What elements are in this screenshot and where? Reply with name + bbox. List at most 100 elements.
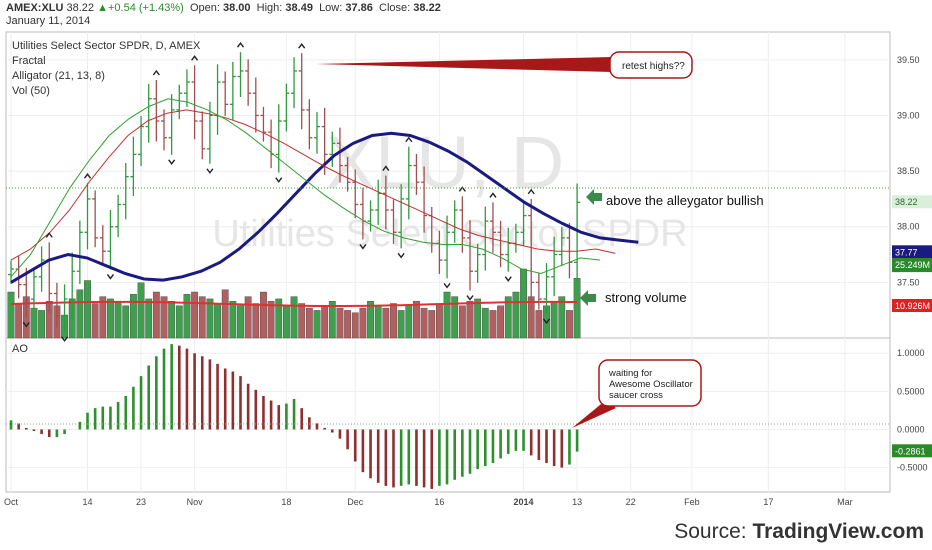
ao-callout[interactable]	[598, 359, 702, 407]
volume-bar	[305, 307, 313, 339]
high-value: 38.49	[285, 2, 313, 14]
ohlc-bar	[229, 61, 236, 121]
fractal-down-marker	[397, 252, 405, 259]
last-price: 38.22	[66, 2, 95, 14]
volume-bar	[520, 268, 527, 339]
volume-bar	[573, 278, 581, 339]
fractal-down-marker	[106, 274, 115, 280]
ohlc-bar	[245, 59, 252, 106]
volume-bar	[30, 307, 38, 339]
symbol: AMEX:XLU	[6, 2, 64, 14]
ohlc-bar	[291, 57, 298, 109]
ohlc-bar	[199, 111, 206, 160]
fractal-up-marker	[152, 69, 160, 76]
time-tick-label: 14	[82, 497, 92, 507]
price-tick-label: 38.00	[897, 222, 920, 232]
ohlc-bar	[306, 99, 313, 150]
ao-callout-line3: saucer cross	[609, 390, 663, 401]
volume-bar	[374, 305, 382, 339]
time-tick-label: Nov	[187, 497, 204, 507]
volume-annotation[interactable]: strong volume	[605, 290, 687, 305]
jaw-price-tag: 37.77	[892, 245, 932, 259]
ohlc-bar	[176, 84, 183, 120]
ao-value-tag-bg	[892, 444, 932, 458]
volume-bar	[160, 296, 168, 339]
price-axis[interactable]: 39.50 39.00 38.50 38.00 37.50	[897, 55, 920, 288]
fractal-up-marker	[527, 188, 535, 195]
ao-callout-line2: Awesome Oscillator	[609, 379, 693, 390]
volume-bar	[214, 303, 221, 339]
ohlc-bar	[38, 246, 45, 292]
ao-axis[interactable]: 1.0000 0.5000 0.0000 -0.5000	[897, 348, 928, 472]
legend-vol[interactable]: Vol (50)	[12, 85, 50, 97]
open-value: 38.00	[223, 2, 251, 14]
ao-label[interactable]: AO	[12, 343, 28, 355]
volume-bar	[489, 310, 497, 339]
ohlc-bar	[84, 183, 91, 250]
volume-bar	[114, 301, 122, 339]
volume-bar	[91, 303, 99, 339]
ohlc-bar	[352, 169, 359, 219]
fractal-up-marker	[298, 43, 306, 49]
ohlc-bar	[107, 209, 114, 270]
volume-bar	[451, 296, 459, 339]
retest-callout-text: retest highs??	[622, 61, 685, 72]
volume-bar	[129, 294, 137, 339]
close-label: Close:	[379, 2, 411, 14]
volume-bar	[550, 301, 558, 339]
open-label: Open:	[189, 2, 220, 14]
bullish-annotation[interactable]: above the alleygator bullish	[606, 193, 764, 208]
volume-bar	[38, 310, 46, 339]
ohlc-bar	[61, 284, 68, 332]
ohlc-bar	[191, 65, 198, 140]
ao-histogram	[9, 344, 579, 489]
time-tick-label: 2014	[514, 497, 534, 507]
time-tick-label: Mar	[837, 497, 853, 507]
volume-bar	[290, 296, 298, 339]
alligator-teeth	[10, 109, 616, 261]
time-tick-label: 13	[572, 497, 582, 507]
volume-bar	[229, 301, 237, 339]
ao-value-tag: -0.2861	[892, 444, 932, 458]
ohlc-bar	[528, 198, 535, 301]
volume-bar	[359, 307, 367, 339]
volume-bar	[504, 296, 512, 339]
time-tick-label: 18	[281, 497, 291, 507]
volume-bar	[107, 298, 114, 339]
ohlc-bar	[520, 202, 527, 247]
volume-bar	[198, 296, 206, 339]
ohlc-bar	[145, 84, 152, 143]
ohlc-bar	[574, 183, 581, 283]
ohlc-bar	[76, 220, 83, 284]
arrow-left-icon	[580, 290, 596, 306]
volume-bar	[321, 305, 329, 339]
volume-bar	[436, 303, 443, 339]
retest-callout[interactable]	[609, 51, 693, 79]
ohlc-bar	[275, 104, 282, 173]
volume-bar	[252, 303, 260, 339]
up-arrow-icon: ▲	[97, 2, 108, 14]
ohlc-bar	[451, 200, 458, 243]
time-tick-label: Dec	[347, 497, 364, 507]
ohlc-bar	[222, 71, 229, 116]
fractal-markers	[22, 42, 551, 342]
ohlc-bar	[467, 220, 473, 291]
volume-bar	[367, 301, 374, 339]
legend-alligator[interactable]: Alligator (21, 13, 8)	[12, 70, 105, 82]
time-axis[interactable]: Oct 14 23 Nov 18 Dec 16 2014 13 22 Feb 17 Mar	[4, 497, 853, 507]
volume-bar	[206, 298, 214, 339]
ao-tick-label: 0.5000	[897, 386, 925, 396]
ohlc-bars	[8, 52, 581, 332]
price-tick-label: 38.50	[897, 166, 920, 176]
volume-bar	[443, 291, 451, 339]
fractal-down-marker	[359, 243, 367, 250]
ohlc-bar	[283, 83, 290, 132]
ohlc-bar	[505, 227, 512, 272]
price-tick-label: 39.00	[897, 110, 920, 120]
close-value: 38.22	[413, 2, 441, 14]
price-tick-label: 39.50	[897, 55, 920, 65]
ohlc-bar	[398, 184, 405, 249]
legend-fractal[interactable]: Fractal	[12, 55, 46, 67]
